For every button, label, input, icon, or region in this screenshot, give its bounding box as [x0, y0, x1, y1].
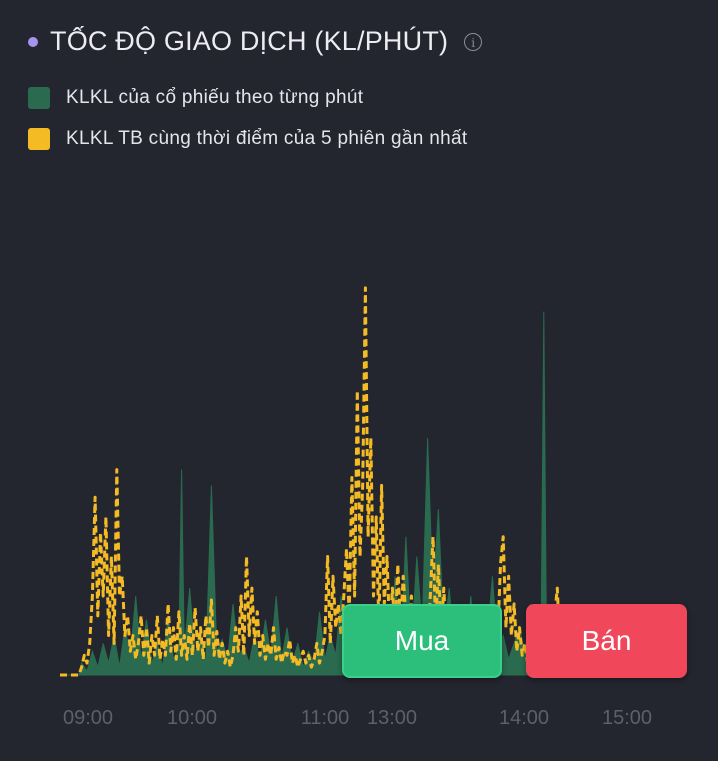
x-tick-label: 13:00 [367, 707, 417, 729]
series-stock-volume [60, 311, 661, 676]
sell-button[interactable]: Bán [526, 604, 687, 678]
legend-label-stock-volume: KLKL của cổ phiếu theo từng phút [66, 87, 364, 108]
buy-button[interactable]: Mua [342, 604, 502, 678]
chart-header: TỐC ĐỘ GIAO DỊCH (KL/PHÚT) i [28, 26, 483, 57]
chart-title: TỐC ĐỘ GIAO DỊCH (KL/PHÚT) [50, 26, 449, 56]
x-axis-ticks: 09:00 10:00 11:00 13:00 14:00 15:00 [63, 707, 652, 729]
legend-label-avg-volume: KLKL TB cùng thời điểm của 5 phiên gần n… [66, 128, 468, 149]
chart-legend: KLKL của cổ phiếu theo từng phút KLKL TB… [28, 86, 467, 168]
legend-item-avg-volume: KLKL TB cùng thời điểm của 5 phiên gần n… [28, 127, 467, 151]
x-tick-label: 10:00 [167, 707, 217, 729]
legend-item-stock-volume: KLKL của cổ phiếu theo từng phút [28, 86, 467, 110]
stock-volume-area [60, 311, 661, 676]
title-dot [28, 36, 38, 47]
x-tick-label: 14:00 [499, 707, 549, 729]
legend-swatch-yellow [28, 128, 50, 150]
legend-swatch-green [28, 87, 50, 109]
info-icon[interactable]: i [464, 32, 483, 51]
x-tick-label: 09:00 [63, 707, 113, 729]
x-tick-label: 15:00 [602, 707, 652, 729]
x-tick-label: 11:00 [301, 707, 350, 729]
